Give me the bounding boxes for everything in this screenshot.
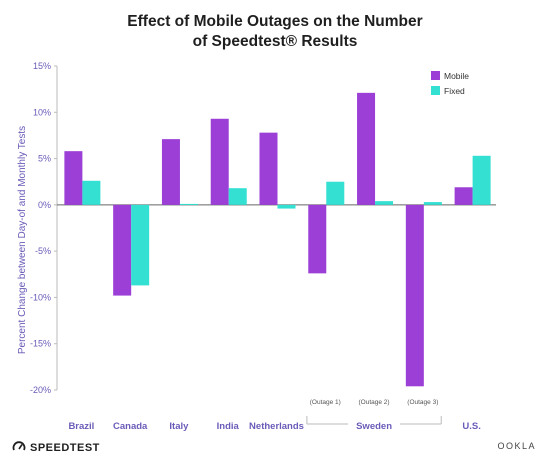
legend-label-mobile: Mobile xyxy=(444,71,469,81)
chart-title-line-1: Effect of Mobile Outages on the Number xyxy=(127,13,423,30)
category-label: India xyxy=(217,421,240,432)
y-tick-label: -20% xyxy=(30,385,51,395)
bar-fixed-3 xyxy=(228,188,247,205)
bar-mobile-1 xyxy=(113,204,132,296)
bar-fixed-7 xyxy=(423,202,442,205)
sub-category-label: (Outage 3) xyxy=(407,399,438,406)
bar-fixed-4 xyxy=(277,204,296,209)
category-label: Canada xyxy=(113,421,148,432)
bar-fixed-1 xyxy=(131,204,150,286)
chart-title-line-2: of Speedtest® Results xyxy=(192,33,358,50)
bar-fixed-2 xyxy=(179,203,198,205)
speedtest-logo-icon xyxy=(12,440,26,455)
speedtest-logo-text: SPEEDTEST xyxy=(30,441,100,454)
bar-fixed-6 xyxy=(375,201,394,205)
y-axis-label: Percent Change between Day-of and Monthl… xyxy=(17,126,28,354)
y-tick-label: -15% xyxy=(30,339,51,349)
group-label: Sweden xyxy=(356,421,392,432)
category-label: Italy xyxy=(169,421,189,432)
bar-mobile-6 xyxy=(357,92,376,205)
y-tick-label: -10% xyxy=(30,292,51,302)
y-tick-label: 15% xyxy=(33,61,51,71)
legend-label-fixed: Fixed xyxy=(444,86,465,96)
category-label: Netherlands xyxy=(249,421,304,432)
bar-mobile-8 xyxy=(454,187,473,205)
bar-fixed-8 xyxy=(472,155,491,205)
bar-mobile-5 xyxy=(308,204,327,274)
chart-title: Effect of Mobile Outages on the Number o… xyxy=(0,12,550,52)
bar-fixed-0 xyxy=(82,180,101,205)
bar-mobile-7 xyxy=(405,204,424,387)
ookla-logo: OOKLA xyxy=(497,441,536,451)
sub-category-label: (Outage 2) xyxy=(359,399,390,406)
legend-swatch-mobile xyxy=(431,71,440,80)
sub-category-label: (Outage 1) xyxy=(310,399,341,406)
legend-swatch-fixed xyxy=(431,86,440,95)
y-tick-label: 10% xyxy=(33,107,51,117)
category-label: U.S. xyxy=(462,421,480,432)
y-tick-label: 5% xyxy=(38,154,51,164)
speedtest-logo: SPEEDTEST xyxy=(12,440,100,455)
bar-mobile-2 xyxy=(161,139,180,205)
bar-mobile-4 xyxy=(259,132,278,205)
bar-fixed-5 xyxy=(326,181,345,205)
y-tick-label: 0% xyxy=(38,200,51,210)
bar-mobile-0 xyxy=(64,151,83,205)
bar-mobile-3 xyxy=(210,118,229,205)
legend: Mobile Fixed xyxy=(431,71,469,96)
y-tick-label: -5% xyxy=(35,246,51,256)
category-label: Brazil xyxy=(68,421,94,432)
